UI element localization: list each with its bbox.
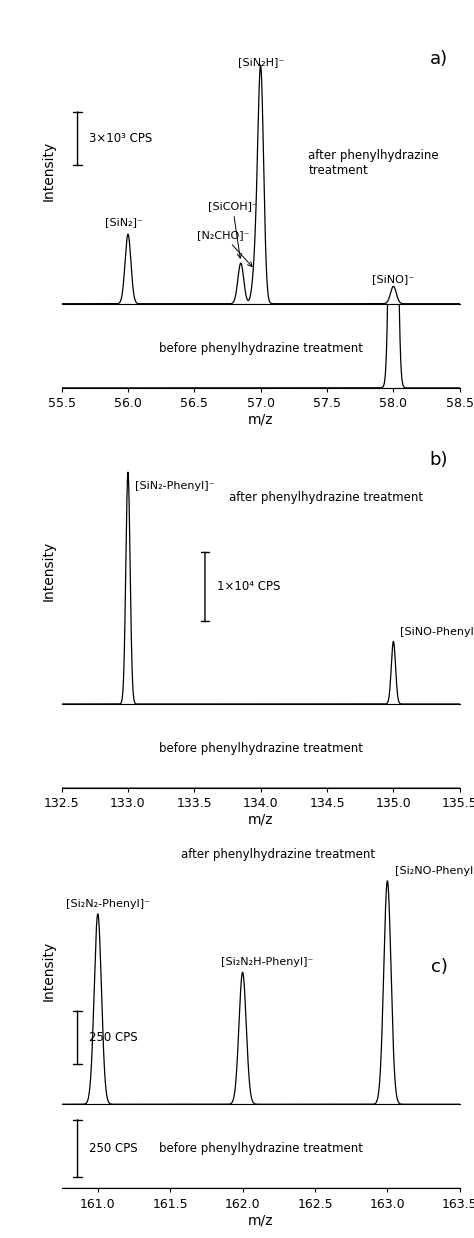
Text: [SiNO-Phenyl]⁻: [SiNO-Phenyl]⁻	[400, 626, 474, 636]
Text: [SiCOH]⁻: [SiCOH]⁻	[208, 201, 257, 259]
Text: after phenylhydrazine treatment: after phenylhydrazine treatment	[229, 490, 423, 504]
Text: 1×10⁴ CPS: 1×10⁴ CPS	[217, 581, 280, 593]
Y-axis label: Intensity: Intensity	[42, 140, 56, 201]
Text: before phenylhydrazine treatment: before phenylhydrazine treatment	[159, 742, 363, 755]
Text: b): b)	[429, 451, 448, 469]
Text: 250 CPS: 250 CPS	[90, 1031, 138, 1044]
Text: after phenylhydrazine
treatment: after phenylhydrazine treatment	[309, 149, 439, 177]
Text: [Si₂N₂-Phenyl]⁻: [Si₂N₂-Phenyl]⁻	[66, 899, 150, 909]
X-axis label: m/z: m/z	[248, 1213, 273, 1227]
X-axis label: m/z: m/z	[248, 412, 273, 427]
Text: 3×10³ CPS: 3×10³ CPS	[90, 132, 153, 145]
Text: before phenylhydrazine treatment: before phenylhydrazine treatment	[159, 1143, 363, 1155]
Text: [Si₂N₂H-Phenyl]⁻: [Si₂N₂H-Phenyl]⁻	[221, 957, 313, 967]
Text: after phenylhydrazine treatment: after phenylhydrazine treatment	[181, 848, 375, 862]
Text: [N₂CHO]⁻: [N₂CHO]⁻	[197, 230, 252, 266]
X-axis label: m/z: m/z	[248, 813, 273, 827]
Text: [SiN₂H]⁻: [SiN₂H]⁻	[237, 57, 284, 67]
Text: a): a)	[430, 51, 448, 68]
Text: 250 CPS: 250 CPS	[90, 1141, 138, 1155]
Text: [SiN₂-Phenyl]⁻: [SiN₂-Phenyl]⁻	[135, 480, 214, 490]
Y-axis label: Intensity: Intensity	[42, 541, 56, 600]
Text: [SiNO]⁻: [SiNO]⁻	[373, 274, 414, 284]
Y-axis label: Intensity: Intensity	[42, 941, 56, 1002]
Text: before phenylhydrazine treatment: before phenylhydrazine treatment	[159, 342, 363, 354]
Text: c): c)	[431, 958, 448, 976]
Text: [Si₂NO-Phenyl]⁻: [Si₂NO-Phenyl]⁻	[395, 865, 474, 875]
Text: [SiN₂]⁻: [SiN₂]⁻	[105, 217, 143, 228]
